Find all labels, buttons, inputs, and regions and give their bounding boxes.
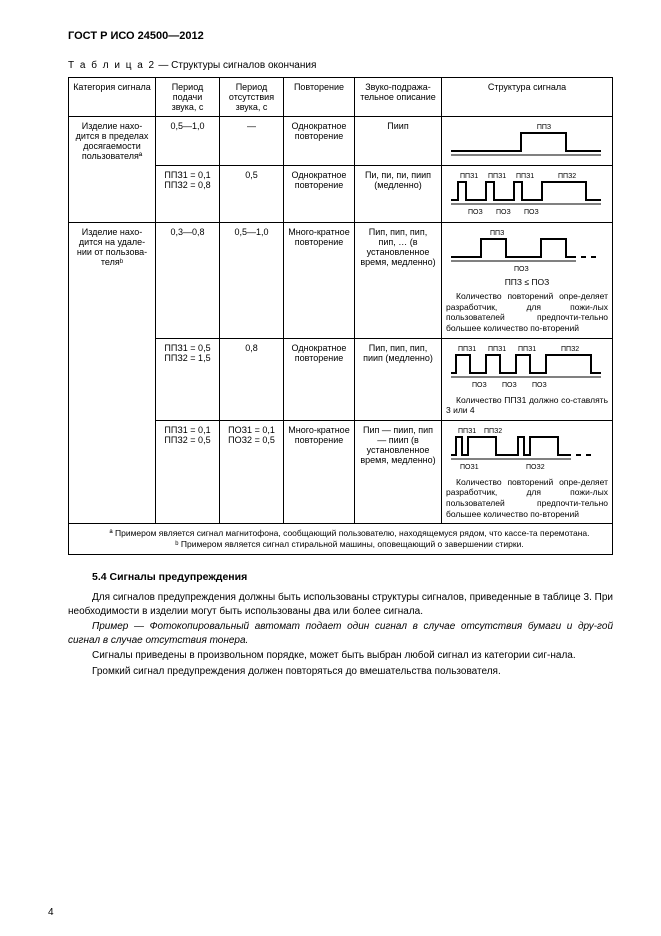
waveform-icon: ППЗ1 ППЗ1 ППЗ1 ППЗ2 ПОЗ ПОЗ ПОЗ <box>446 343 606 391</box>
svg-text:ПОЗ2: ПОЗ2 <box>526 464 545 471</box>
body-paragraph-example: Пример — Фотокопировальный автомат подае… <box>68 620 613 647</box>
table-header-row: Категория сигнала Период подачи звука, с… <box>69 78 613 117</box>
cell-on: 0,5—1,0 <box>156 117 220 166</box>
svg-text:ППЗ2: ППЗ2 <box>558 173 576 180</box>
svg-text:ППЗ2: ППЗ2 <box>561 346 579 353</box>
svg-text:ППЗ: ППЗ <box>490 230 504 237</box>
waveform-icon: ППЗ1 ППЗ2 ПОЗ1 ПОЗ2 <box>446 425 606 473</box>
section-heading: 5.4 Сигналы предупреждения <box>68 571 613 583</box>
cell-rep: Однократное повторение <box>284 166 355 223</box>
cell-rep: Однократное повторение <box>284 338 355 420</box>
th-on: Период подачи звука, с <box>156 78 220 117</box>
footnote-row: ª Примером является сигнал магнитофона, … <box>69 524 613 555</box>
signals-table: Категория сигнала Период подачи звука, с… <box>68 77 613 555</box>
th-struct: Структура сигнала <box>442 78 613 117</box>
cell-rep: Однократное повторение <box>284 117 355 166</box>
table-row: Изделие нахо-дится в пределах досягаемос… <box>69 117 613 166</box>
footnote-b: ᵇ Примером является сигнал стиральной ма… <box>73 539 608 550</box>
svg-text:ППЗ1: ППЗ1 <box>518 346 536 353</box>
cell-struct: ППЗ1 ППЗ1 ППЗ1 ППЗ2 ПОЗ ПОЗ ПОЗ <box>442 166 613 223</box>
cell-struct: ППЗ ПОЗ ППЗ ≤ ПОЗ Количество повторений … <box>442 223 613 339</box>
svg-text:ППЗ1: ППЗ1 <box>516 173 534 180</box>
th-rep: Повторение <box>284 78 355 117</box>
svg-text:ПОЗ: ПОЗ <box>468 209 483 216</box>
cell-desc: Пиип <box>355 117 442 166</box>
waveform-icon: ППЗ ПОЗ <box>446 227 606 275</box>
body-paragraph: Для сигналов предупреждения должны быть … <box>68 591 613 618</box>
cell-desc: Пип, пип, пип, пиип (медленно) <box>355 338 442 420</box>
svg-text:ПОЗ: ПОЗ <box>514 266 529 273</box>
body-paragraph: Громкий сигнал предупреждения должен пов… <box>68 665 613 679</box>
page: ГОСТ Р ИСО 24500—2012 Т а б л и ц а 2 — … <box>0 0 661 936</box>
caption-rest: — Структуры сигналов окончания <box>156 60 317 71</box>
cell-off: 0,5 <box>220 166 284 223</box>
cell-on: 0,3—0,8 <box>156 223 220 339</box>
body-paragraph: Сигналы приведены в произвольном порядке… <box>68 649 613 663</box>
svg-text:ПОЗ1: ПОЗ1 <box>460 464 479 471</box>
svg-text:ППЗ1: ППЗ1 <box>458 346 476 353</box>
doc-header: ГОСТ Р ИСО 24500—2012 <box>68 30 613 42</box>
th-off: Период отсутствия звука, с <box>220 78 284 117</box>
svg-text:ППЗ1: ППЗ1 <box>460 173 478 180</box>
svg-text:ПОЗ: ПОЗ <box>524 209 539 216</box>
svg-text:ПОЗ: ПОЗ <box>502 382 517 389</box>
th-category: Категория сигнала <box>69 78 156 117</box>
cell-off: 0,5—1,0 <box>220 223 284 339</box>
cell-off: 0,8 <box>220 338 284 420</box>
table-row: Изделие нахо-дится на удале-нии от польз… <box>69 223 613 339</box>
cell-off: — <box>220 117 284 166</box>
cell-desc: Пип, пип, пип, пип, … (в установленное в… <box>355 223 442 339</box>
struct-text: Количество ППЗ1 должно со-ставлять 3 или… <box>446 395 608 416</box>
cell-rep: Много-кратное повторение <box>284 223 355 339</box>
svg-text:ППЗ: ППЗ <box>537 124 551 131</box>
svg-text:ППЗ1: ППЗ1 <box>458 428 476 435</box>
svg-text:ППЗ2: ППЗ2 <box>484 428 502 435</box>
cell-struct: ППЗ <box>442 117 613 166</box>
svg-text:ПОЗ: ПОЗ <box>532 382 547 389</box>
svg-text:ППЗ1: ППЗ1 <box>488 173 506 180</box>
footnotes: ª Примером является сигнал магнитофона, … <box>69 524 613 555</box>
footnote-a: ª Примером является сигнал магнитофона, … <box>73 528 608 539</box>
svg-text:ППЗ1: ППЗ1 <box>488 346 506 353</box>
waveform-icon: ППЗ1 ППЗ1 ППЗ1 ППЗ2 ПОЗ ПОЗ ПОЗ <box>446 170 606 218</box>
cell-struct: ППЗ1 ППЗ1 ППЗ1 ППЗ2 ПОЗ ПОЗ ПОЗ Количест… <box>442 338 613 420</box>
cell-struct: ППЗ1 ППЗ2 ПОЗ1 ПОЗ2 Количество повторени… <box>442 420 613 524</box>
th-desc: Звуко-подража-тельное описание <box>355 78 442 117</box>
cell-on: ППЗ1 = 0,1 ППЗ2 = 0,5 <box>156 420 220 524</box>
svg-text:ПОЗ: ПОЗ <box>496 209 511 216</box>
cell-on: ППЗ1 = 0,1 ППЗ2 = 0,8 <box>156 166 220 223</box>
struct-text: Количество повторений опре-деляет разраб… <box>446 291 608 334</box>
page-number: 4 <box>48 907 54 918</box>
table-caption: Т а б л и ц а 2 — Структуры сигналов око… <box>68 60 613 71</box>
cell-desc: Пип — пиип, пип — пиип (в установленное … <box>355 420 442 524</box>
cell-on: ППЗ1 = 0,5 ППЗ2 = 1,5 <box>156 338 220 420</box>
cell-category: Изделие нахо-дится в пределах досягаемос… <box>69 117 156 223</box>
struct-text: Количество повторений опре-деляет разраб… <box>446 477 608 520</box>
cell-rep: Много-кратное повторение <box>284 420 355 524</box>
waveform-icon: ППЗ <box>446 121 606 161</box>
caption-prefix: Т а б л и ц а 2 <box>68 60 156 71</box>
svg-text:ПОЗ: ПОЗ <box>472 382 487 389</box>
struct-text-pre: ППЗ ≤ ПОЗ <box>446 277 608 287</box>
cell-category: Изделие нахо-дится на удале-нии от польз… <box>69 223 156 524</box>
cell-desc: Пи, пи, пи, пиип (медленно) <box>355 166 442 223</box>
cell-off: ПОЗ1 = 0,1 ПОЗ2 = 0,5 <box>220 420 284 524</box>
